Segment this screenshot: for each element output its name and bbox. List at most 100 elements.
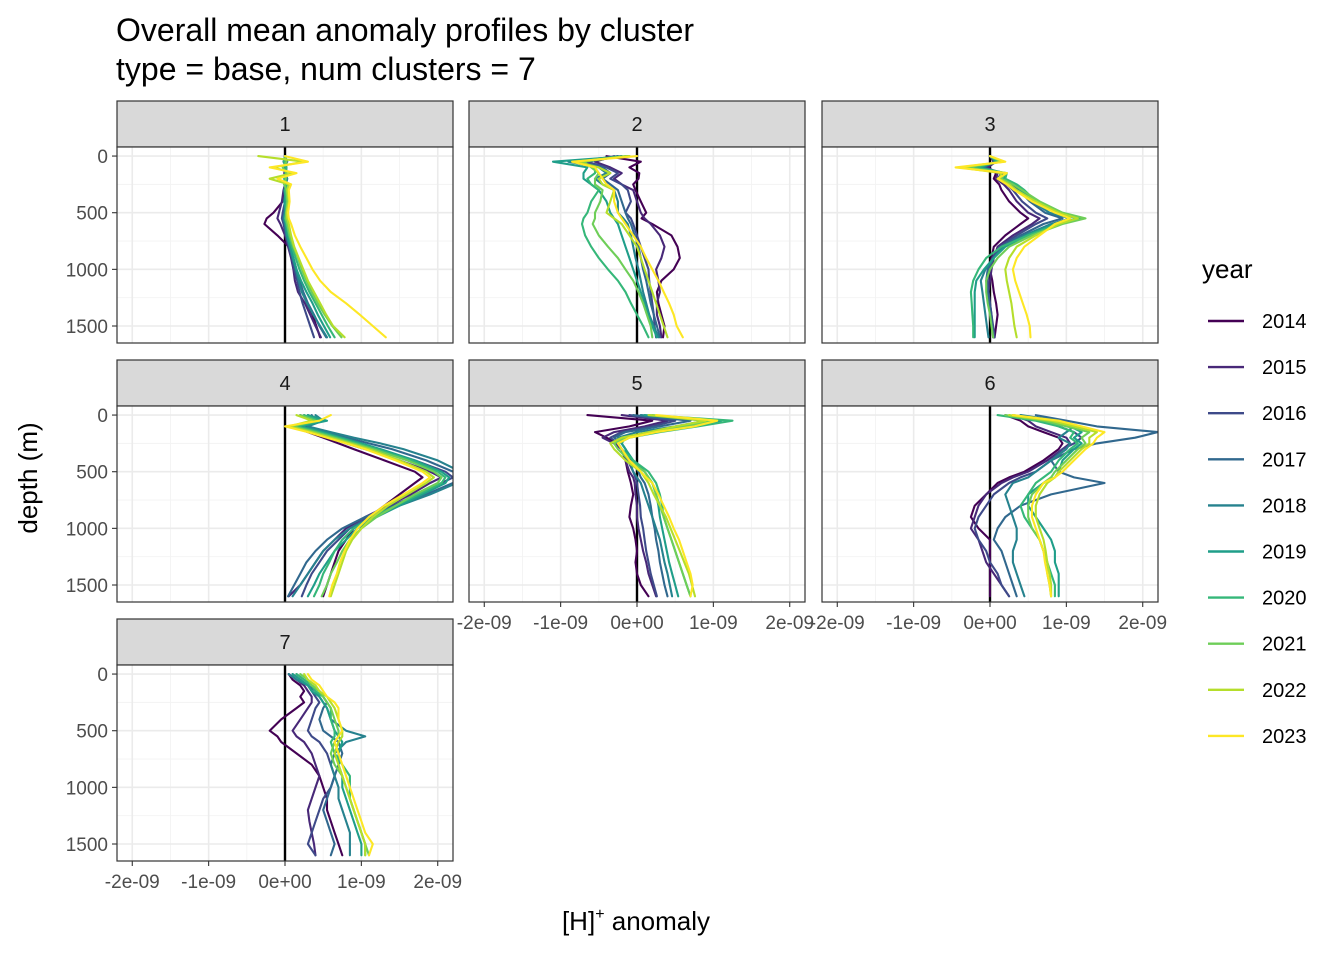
panel-border — [821, 146, 1159, 344]
x-tick-label: -2e-09 — [105, 872, 160, 893]
y-tick-label: 500 — [76, 463, 108, 484]
x-tick-label: -1e-09 — [181, 872, 236, 893]
facet-strip-3 — [821, 100, 1159, 148]
series-line-2022 — [303, 673, 367, 857]
series-line-2021 — [582, 155, 654, 339]
y-axis-title: depth (m) — [13, 422, 43, 533]
facet-strip-5 — [468, 359, 806, 407]
series-line-2017 — [287, 414, 453, 598]
series-line-2017 — [992, 414, 1158, 598]
series-group — [268, 673, 374, 857]
facet-panel-6: 6 -2e-09 -1e-09 0e+00 1e-09 2e-09 — [810, 359, 1167, 634]
legend-item-2014: 2014 — [1208, 311, 1307, 333]
x-axis-title-main: [H] — [562, 906, 595, 936]
legend-label: 2023 — [1262, 726, 1307, 748]
series-line-2023 — [283, 414, 432, 598]
legend-item-2023: 2023 — [1208, 726, 1307, 748]
series-line-2014 — [268, 673, 344, 857]
series-line-2023 — [616, 414, 719, 598]
series-line-2015 — [969, 414, 1072, 598]
legend-label: 2020 — [1262, 588, 1307, 610]
legend-label: 2021 — [1262, 634, 1307, 656]
panel-border — [116, 405, 454, 603]
facet-strip-label: 7 — [279, 632, 290, 654]
legend-label: 2017 — [1262, 449, 1307, 471]
legend-label: 2018 — [1262, 495, 1307, 517]
legend-item-2017: 2017 — [1208, 449, 1307, 471]
facet-strip-label: 6 — [984, 373, 995, 395]
axis-titles: depth (m) [H]+ anomaly — [13, 422, 710, 936]
facet-strip-6 — [821, 359, 1159, 407]
x-tick-label: -2e-09 — [457, 613, 512, 634]
facet-strip-label: 2 — [631, 114, 642, 136]
series-line-2023 — [306, 673, 374, 857]
legend-item-2019: 2019 — [1208, 542, 1307, 564]
series-line-2022 — [609, 414, 707, 598]
series-line-2021 — [291, 414, 443, 598]
series-line-2022 — [287, 414, 435, 598]
legend: year 2014 2015 2016 2017 2018 2019 2020 2021 202… — [1202, 254, 1307, 748]
series-line-2022 — [574, 155, 669, 339]
series-line-2022 — [1008, 414, 1098, 598]
y-tick-label: 1500 — [66, 317, 108, 338]
series-line-2018 — [291, 414, 453, 598]
x-tick-label: 0e+00 — [258, 872, 311, 893]
facet-strip-label: 5 — [631, 373, 642, 395]
y-tick-label: 0 — [97, 665, 108, 686]
legend-item-2018: 2018 — [1208, 495, 1307, 517]
chart-title-line-2: type = base, num clusters = 7 — [116, 51, 536, 87]
y-tick-label: 1000 — [66, 519, 108, 540]
x-axis-title-superscript: + — [595, 906, 604, 923]
series-line-2016 — [973, 414, 1083, 598]
series-line-2019 — [299, 414, 451, 598]
panel-border — [468, 146, 806, 344]
y-tick-label: 1500 — [66, 835, 108, 856]
y-tick-label: 1000 — [66, 260, 108, 281]
legend-item-2015: 2015 — [1208, 357, 1307, 379]
series-line-2020 — [295, 414, 447, 598]
legend-item-2021: 2021 — [1208, 634, 1307, 656]
series-group — [551, 155, 684, 339]
x-tick-label: 1e-09 — [337, 872, 386, 893]
facet-strip-7 — [116, 618, 454, 666]
x-tick-label: -1e-09 — [886, 613, 941, 634]
y-tick-label: 0 — [97, 406, 108, 427]
series-group — [969, 414, 1158, 598]
series-line-2014 — [985, 155, 1030, 339]
y-tick-label: 500 — [76, 722, 108, 743]
legend-label: 2019 — [1262, 542, 1307, 564]
legend-label: 2016 — [1262, 403, 1307, 425]
y-tick-label: 500 — [76, 204, 108, 225]
series-line-2015 — [287, 673, 321, 857]
legend-title: year — [1202, 254, 1253, 284]
series-line-2018 — [616, 414, 707, 598]
facet-strip-2 — [468, 100, 806, 148]
series-line-2016 — [586, 155, 658, 339]
series-line-2023 — [954, 155, 1072, 339]
x-tick-label: 2e-09 — [1118, 613, 1167, 634]
facet-panel-2: 2 — [468, 100, 806, 344]
y-tick-label: 1500 — [66, 576, 108, 597]
x-tick-label: 1e-09 — [689, 613, 738, 634]
series-group — [283, 414, 453, 598]
facet-panel-7: 7 0 500 1000 1500 -2e-09 -1e-09 0e+00 1e-09 2e-09 — [66, 618, 462, 893]
series-group — [257, 155, 387, 339]
series-line-2023 — [571, 155, 684, 339]
series-group — [586, 414, 734, 598]
series-line-2017 — [613, 414, 692, 598]
chart-title-line-1: Overall mean anomaly profiles by cluster — [116, 12, 694, 48]
x-axis-title-suffix: anomaly — [605, 906, 711, 936]
facet-panel-5: 5 -2e-09 -1e-09 0e+00 1e-09 2e-09 — [457, 359, 814, 634]
x-tick-label: 2e-09 — [765, 613, 814, 634]
series-line-2019 — [551, 155, 658, 339]
facet-strip-label: 1 — [279, 114, 290, 136]
facet-panel-3: 3 — [821, 100, 1159, 344]
series-group — [954, 155, 1087, 339]
series-line-2014 — [969, 414, 1064, 598]
series-line-2015 — [593, 155, 666, 339]
series-line-2022 — [257, 155, 346, 339]
series-line-2023 — [1011, 414, 1106, 598]
series-line-2018 — [567, 155, 660, 339]
legend-item-2020: 2020 — [1208, 588, 1307, 610]
